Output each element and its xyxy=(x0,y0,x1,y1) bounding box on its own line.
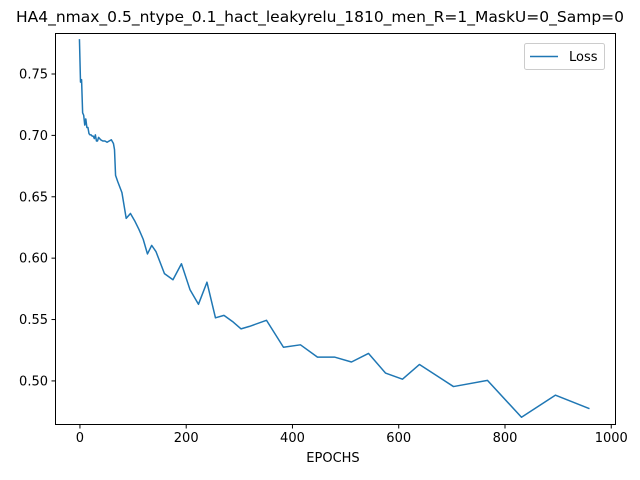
legend-box xyxy=(524,43,605,70)
x-tick-label: 800 xyxy=(493,431,518,446)
y-tick-label: 0.60 xyxy=(19,252,48,267)
y-tick-label: 0.70 xyxy=(19,129,48,144)
legend: Loss xyxy=(524,43,605,70)
y-tick-label: 0.50 xyxy=(19,374,48,389)
x-tick-label: 400 xyxy=(280,431,305,446)
y-tick-label: 0.65 xyxy=(19,190,48,205)
plot-area: 0 200 400 600 800 1000 0.50 0.55 0.60 0.65 0.70 0.7… xyxy=(19,33,628,446)
x-tick-label: 1000 xyxy=(595,431,628,446)
legend-label-loss: Loss xyxy=(569,50,598,65)
y-tick-label: 0.75 xyxy=(19,68,48,83)
y-tick-label: 0.55 xyxy=(19,313,48,328)
axes-frame xyxy=(55,33,616,425)
x-tick-label: 200 xyxy=(174,431,199,446)
x-axis-label: EPOCHS xyxy=(306,451,359,466)
x-tick-label: 0 xyxy=(76,431,84,446)
series-line-loss xyxy=(78,39,590,418)
x-tick-label: 600 xyxy=(386,431,411,446)
chart-title: HA4_nmax_0.5_ntype_0.1_hact_leakyrelu_18… xyxy=(16,8,624,27)
